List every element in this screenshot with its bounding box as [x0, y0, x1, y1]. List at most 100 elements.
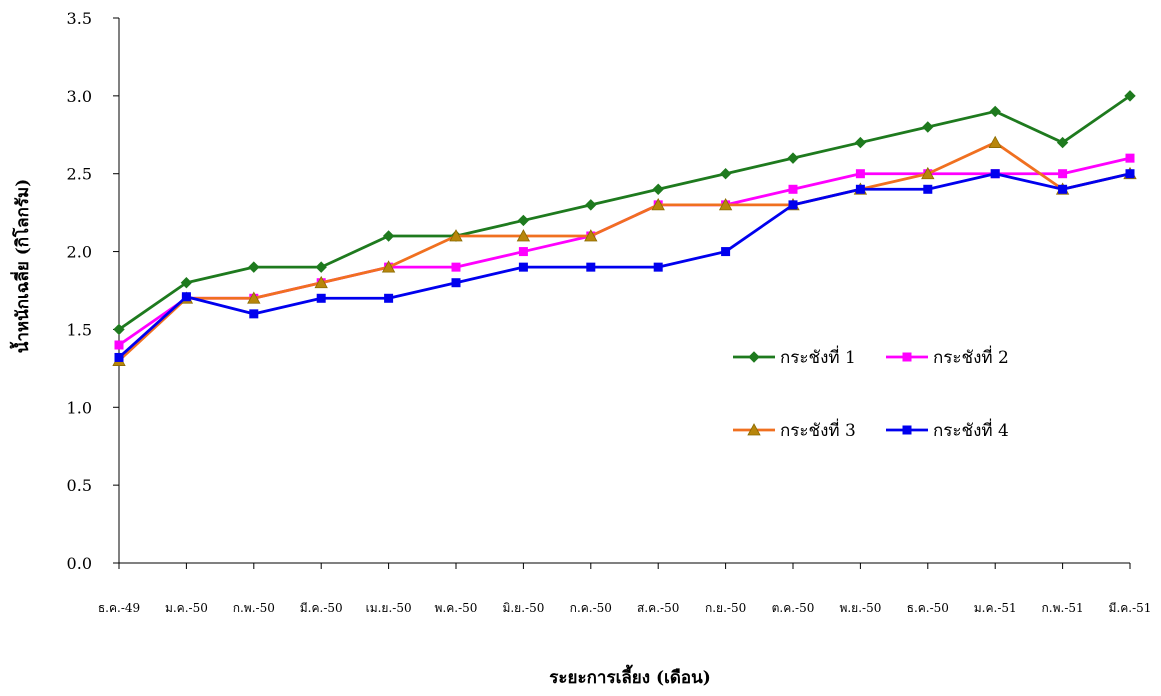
legend-item-1: กระชังที่ 1	[733, 345, 856, 368]
legend-item-2: กระชังที่ 2	[886, 345, 1009, 368]
data-point	[718, 198, 733, 211]
data-point	[1125, 169, 1135, 179]
data-point	[449, 229, 463, 242]
data-point	[721, 247, 731, 257]
series-line	[118, 156, 1131, 347]
y-tick-label: 2.5	[67, 165, 92, 184]
data-point	[518, 247, 528, 257]
data-point	[451, 262, 461, 272]
data-point	[315, 261, 327, 273]
series-2	[114, 153, 1135, 350]
data-point	[989, 105, 1001, 118]
data-point	[113, 323, 125, 336]
data-point	[788, 184, 798, 194]
x-tick-label: ม.ค.-50	[165, 601, 208, 615]
series-line	[118, 94, 1131, 331]
y-tick-label: 0.5	[67, 476, 92, 495]
y-tick-label: 0.0	[67, 554, 92, 573]
data-point	[854, 136, 867, 149]
data-point	[314, 275, 328, 289]
data-point	[586, 262, 596, 272]
data-point	[990, 169, 1000, 179]
y-axis-title: น้ำหนักเฉลี่ย (กิโลกรัม)	[9, 179, 33, 354]
x-tick-label: ก.ค.-50	[570, 601, 612, 615]
legend-item-4: กระชังที่ 4	[886, 418, 1009, 441]
data-point	[855, 169, 865, 179]
y-tick-label: 2.0	[67, 243, 92, 262]
x-tick-label: ธ.ค.-50	[907, 601, 949, 615]
series-line	[118, 141, 1131, 362]
x-tick-label: เม.ย.-50	[366, 601, 412, 615]
y-tick-label: 1.5	[67, 320, 92, 339]
x-tick-label: มี.ค.-51	[1109, 601, 1152, 615]
data-point	[719, 168, 732, 180]
legend: กระชังที่ 1 กระชังที่ 2 กระชังที่ 3 กระชังท…	[733, 345, 1009, 441]
legend-marker	[748, 351, 760, 363]
legend-item-3: กระชังที่ 3	[733, 418, 856, 441]
data-point	[248, 261, 260, 273]
data-point	[652, 183, 664, 195]
legend-marker	[902, 352, 912, 362]
data-point	[923, 184, 933, 194]
data-point	[787, 152, 799, 164]
y-tick-labels: 0.0 0.5 1.0 1.5 2.0 2.5 3.0 3.5	[67, 9, 92, 573]
y-tick-label: 3.0	[67, 87, 92, 106]
series-4	[114, 169, 1135, 362]
data-point	[382, 230, 395, 242]
legend-marker	[902, 425, 912, 435]
x-tick-label: มี.ค.-50	[300, 601, 343, 615]
x-tick-label: ก.พ.-51	[1042, 601, 1084, 615]
series-3	[112, 135, 1137, 366]
data-point	[988, 135, 1002, 148]
x-tick-label: ธ.ค.-49	[98, 601, 140, 615]
data-point	[1058, 169, 1068, 179]
axes	[113, 17, 1131, 569]
series-line	[118, 172, 1131, 359]
legend-label: กระชังที่ 2	[933, 345, 1009, 368]
data-point	[516, 229, 531, 242]
data-point	[1124, 90, 1136, 102]
x-tick-label: พ.ย.-50	[839, 601, 881, 615]
data-point	[180, 277, 193, 289]
series-1	[113, 90, 1136, 336]
x-tick-label: ก.พ.-50	[233, 601, 275, 615]
x-tick-label: พ.ค.-50	[435, 601, 478, 615]
data-point	[381, 260, 396, 273]
data-point	[114, 352, 124, 362]
data-point	[922, 121, 934, 133]
legend-marker	[747, 423, 761, 436]
data-point	[518, 262, 528, 272]
series-group	[112, 90, 1137, 366]
data-point	[651, 198, 665, 211]
legend-label: กระชังที่ 3	[780, 418, 856, 441]
x-tick-label: ม.ค.-51	[974, 601, 1017, 615]
data-point	[114, 340, 124, 350]
data-point	[584, 229, 598, 242]
data-point	[585, 199, 597, 211]
data-point	[855, 184, 865, 194]
data-point	[1125, 153, 1135, 163]
data-point	[1056, 136, 1069, 149]
data-point	[316, 293, 326, 303]
x-tick-labels: ธ.ค.-49 ม.ค.-50 ก.พ.-50 มี.ค.-50 เม.ย.-50 พ.ค…	[98, 601, 1152, 615]
legend-label: กระชังที่ 1	[780, 345, 856, 368]
x-tick-label: มิ.ย.-50	[502, 601, 544, 615]
data-point	[517, 214, 530, 227]
data-point	[653, 262, 663, 272]
x-axis-title: ระยะการเลี้ยง (เดือน)	[549, 664, 711, 688]
data-point	[1058, 184, 1068, 194]
y-tick-label: 1.0	[67, 398, 92, 417]
data-point	[249, 309, 259, 319]
x-tick-label: ส.ค.-50	[637, 601, 679, 615]
data-point	[921, 166, 935, 180]
legend-label: กระชังที่ 4	[933, 418, 1009, 441]
x-tick-label: ต.ค.-50	[772, 601, 815, 615]
data-point	[247, 291, 261, 304]
data-point	[181, 292, 191, 302]
data-point	[451, 278, 461, 288]
data-point	[384, 293, 394, 303]
data-point	[788, 200, 798, 210]
x-tick-label: ก.ย.-50	[705, 601, 746, 615]
y-tick-label: 3.5	[67, 9, 92, 28]
